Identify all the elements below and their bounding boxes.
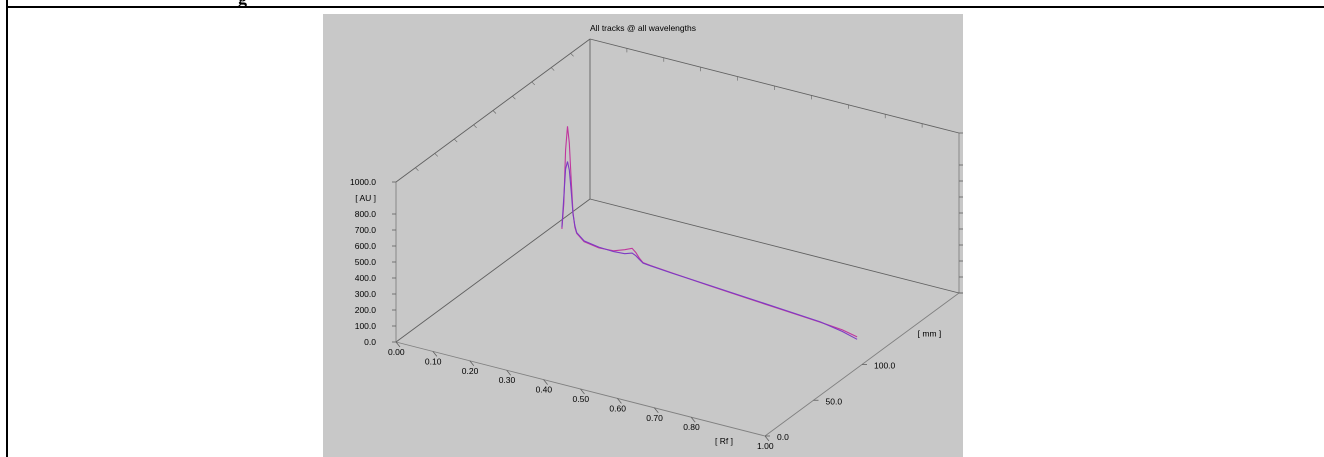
depth-tick-label: 100.0 — [874, 361, 896, 371]
top-left-edge-tick — [415, 167, 419, 171]
depth-axis-label: [ mm ] — [918, 328, 942, 338]
x-tick-label: 0.10 — [425, 356, 442, 366]
x-tick — [653, 407, 659, 414]
z-tick-label-left: 200.0 — [355, 305, 377, 315]
chart-3d-plot: 0.00 0.10 0.20 0.30 0.40 0.50 0.60 0.70 0.80 1.00… — [350, 23, 963, 451]
x-tick — [580, 388, 585, 395]
z-axis-label-left: [ AU ] — [355, 193, 376, 203]
top-left-edge-tick — [512, 95, 516, 100]
x-tick — [506, 369, 512, 376]
track-trace-1 — [561, 126, 858, 338]
z-tick-label-left: 500.0 — [355, 257, 377, 267]
z-tick-label-left: 700.0 — [355, 225, 377, 235]
x-axis-label: [ Rf ] — [715, 436, 733, 446]
chart-title: All tracks @ all wavelengths — [590, 23, 696, 33]
x-tick-label: 0.70 — [646, 413, 663, 423]
x-tick — [690, 416, 696, 423]
x-tick-label: 1.00 — [757, 441, 774, 451]
x-tick-label: 0.50 — [573, 394, 590, 404]
x-tick — [395, 341, 401, 348]
z-tick-label-left: 800.0 — [355, 209, 377, 219]
z-tick-label-left: 600.0 — [355, 241, 377, 251]
depth-tick-label: 0.0 — [777, 432, 789, 442]
x-tick-label: 0.40 — [536, 385, 553, 395]
x-tick-label: 0.80 — [683, 422, 700, 432]
x-tick — [469, 360, 475, 367]
back-floor-edge — [589, 198, 960, 294]
back-floor-edge-left — [395, 198, 591, 343]
top-left-edge-tick — [492, 110, 497, 114]
z-tick-label-left: 0.0 — [364, 337, 376, 347]
page-top-border — [6, 6, 1324, 8]
top-left-edge-tick — [531, 81, 536, 86]
section-heading-fragment: g — [238, 0, 247, 9]
top-left-edge-tick — [434, 153, 439, 157]
page-left-border — [6, 0, 8, 457]
depth-tick-label: 50.0 — [826, 396, 843, 406]
x-tick-label: 0.00 — [388, 347, 405, 357]
z-tick-label-left: 1000.0 — [350, 177, 376, 187]
x-tick — [764, 435, 770, 442]
top-left-edge-tick — [453, 138, 458, 143]
x-tick — [617, 398, 622, 404]
x-tick-label: 0.60 — [609, 403, 626, 413]
x-tick — [543, 379, 548, 385]
top-left-edge-tick — [473, 124, 477, 129]
top-left-edge-tick — [550, 67, 555, 71]
z-tick-label-left: 400.0 — [355, 273, 377, 283]
x-tick-label: 0.30 — [499, 375, 516, 385]
chart-panel: 0.00 0.10 0.20 0.30 0.40 0.50 0.60 0.70 0.80 1.00… — [323, 14, 963, 457]
x-tick-label: 0.20 — [462, 366, 479, 376]
top-left-edge-tick — [570, 53, 574, 57]
x-tick — [432, 351, 438, 357]
z-tick-label-left: 100.0 — [355, 321, 377, 331]
track-trace-2 — [561, 161, 858, 340]
z-tick-label-left: 300.0 — [355, 289, 377, 299]
